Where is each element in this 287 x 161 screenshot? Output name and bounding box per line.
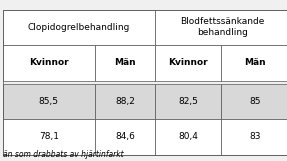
Text: Män: Män: [114, 58, 136, 67]
Text: Clopidogrelbehandling: Clopidogrelbehandling: [28, 23, 130, 32]
Bar: [155, 10, 287, 45]
Text: Kvinnor: Kvinnor: [168, 58, 208, 67]
Bar: [3, 84, 95, 119]
Text: Män: Män: [245, 58, 266, 67]
Text: 82,5: 82,5: [178, 97, 198, 106]
Bar: [3, 45, 95, 80]
Bar: [221, 119, 287, 155]
Text: 88,2: 88,2: [115, 97, 135, 106]
Bar: [3, 10, 287, 155]
Text: 80,4: 80,4: [178, 132, 198, 141]
Text: 85: 85: [250, 97, 261, 106]
Bar: [155, 84, 221, 119]
Bar: [3, 119, 95, 155]
Bar: [155, 119, 221, 155]
Bar: [221, 84, 287, 119]
Text: Blodfettssänkande
behandling: Blodfettssänkande behandling: [180, 17, 265, 37]
Text: 85,5: 85,5: [39, 97, 59, 106]
Bar: [155, 45, 221, 80]
Text: Kvinnor: Kvinnor: [29, 58, 69, 67]
Bar: [95, 45, 155, 80]
Bar: [95, 84, 155, 119]
Text: 84,6: 84,6: [115, 132, 135, 141]
Bar: [3, 10, 155, 45]
Bar: [95, 119, 155, 155]
Text: 78,1: 78,1: [39, 132, 59, 141]
Text: än som drabbats av hjärtinfarkt: än som drabbats av hjärtinfarkt: [3, 150, 123, 159]
Bar: [221, 45, 287, 80]
Text: 83: 83: [250, 132, 261, 141]
